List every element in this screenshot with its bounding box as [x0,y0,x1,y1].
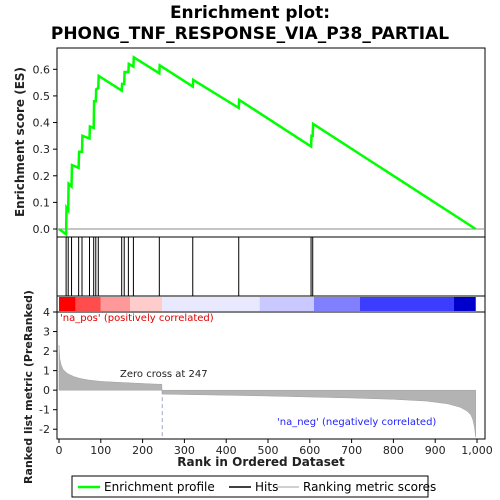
rank-xtick-label: 200 [132,444,153,457]
heatmap-segment [130,297,163,311]
chart-title-line2: PHONG_TNF_RESPONSE_VIA_P38_PARTIAL [51,24,449,44]
heatmap-segment [75,297,101,311]
es-ytick-label: 0.6 [33,63,51,76]
positive-correlation-label: 'na_pos' (positively correlated) [60,313,214,324]
rank-xtick-label: 1,000 [461,444,493,457]
ranking-heatmap-bar [57,296,485,312]
es-ytick-label: 0.3 [33,143,51,156]
chart-title-line1: Enrichment plot: [170,3,330,23]
rank-xtick-label: 0 [56,444,63,457]
negative-correlation-label: 'na_neg' (negatively correlated) [277,417,436,428]
rank-ytick-label: 0 [43,384,50,397]
rank-panel-frame [56,311,486,440]
rank-xtick-label: 400 [216,444,237,457]
rank-axis-ticks: 4 3 2 1 0 -1 -2 0 100 200 300 400 500 600 700 800 900 1,0… [39,306,493,457]
rank-ylabel: Ranked list metric (PreRanked) [22,290,35,484]
rank-ytick-label: -2 [39,423,50,436]
es-ytick-label: 0.1 [33,196,51,209]
heatmap-segment [59,297,76,311]
rank-ytick-label: 4 [43,306,50,319]
rank-xtick-label: 600 [299,444,320,457]
es-ytick-label: 0.4 [33,117,51,130]
heatmap-segment [454,297,476,311]
es-axis-ticks: 0.0 0.1 0.2 0.3 0.4 0.5 0.6 [33,63,57,236]
legend-enrichment-label: Enrichment profile [104,480,215,494]
rank-ytick-label: -1 [39,404,50,417]
heatmap-segment [313,297,360,311]
heatmap-segment [359,297,455,311]
legend: Enrichment profile Hits Ranking metric s… [71,475,436,498]
enrichment-profile-line [58,55,477,237]
es-ylabel: Enrichment score (ES) [13,67,27,217]
heatmap-segment [259,297,314,311]
rank-xlabel: Rank in Ordered Dataset [177,455,345,469]
rank-xtick-label: 900 [425,444,446,457]
hit-markers [65,237,314,296]
zero-cross-label: Zero cross at 247 [120,369,208,380]
rank-xtick-label: 700 [341,444,362,457]
rank-xtick-label: 800 [383,444,404,457]
ranking-metric-area [58,345,476,438]
legend-rank-label: Ranking metric scores [303,480,436,494]
rank-xtick-label: 500 [258,444,279,457]
es-ytick-label: 0.2 [33,170,51,183]
rank-xtick-label: 300 [174,444,195,457]
rank-xtick-label: 100 [90,444,111,457]
rank-ytick-label: 1 [43,365,50,378]
es-ytick-label: 0.5 [33,90,51,103]
heatmap-segment [100,297,131,311]
rank-ytick-label: 2 [43,345,50,358]
es-ytick-label: 0.0 [33,223,51,236]
heatmap-segment [162,297,260,311]
hits-panel [56,236,486,297]
rank-panel: 4 3 2 1 0 -1 -2 0 100 200 300 400 500 600 700 800 900 1,0… [22,290,493,484]
es-panel: 0.0 0.1 0.2 0.3 0.4 0.5 0.6 Enrichment score (… [13,47,486,238]
es-panel-frame [56,47,486,238]
rank-ytick-label: 3 [43,326,50,339]
legend-hits-label: Hits [255,480,278,494]
